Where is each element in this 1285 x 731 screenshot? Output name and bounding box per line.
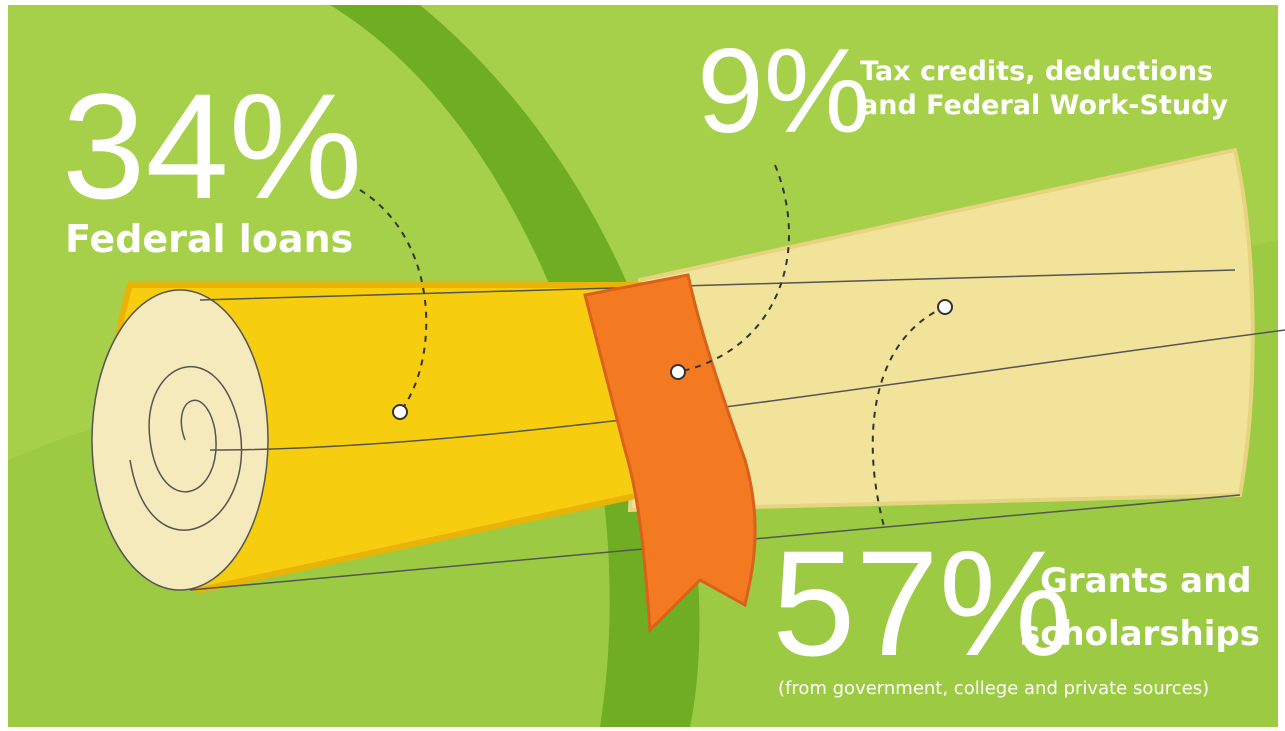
pointer-lines [359, 164, 946, 531]
label: Tax credits, deductions [860, 56, 1213, 87]
label: Federal loans [65, 217, 353, 261]
note: (from government, college and private so… [778, 678, 1209, 699]
percent: 34% [62, 62, 362, 230]
percent: 57% [772, 519, 1072, 687]
pointer-dots [392, 299, 953, 420]
percent: 9% [697, 24, 870, 158]
scroll-spiral [129, 366, 243, 531]
ribbon [583, 273, 757, 634]
label: and Federal Work-Study [860, 90, 1228, 121]
label: scholarships [1020, 614, 1260, 654]
scroll-end [91, 289, 269, 591]
label: Grants and [1040, 561, 1252, 601]
scroll-right [627, 147, 1255, 513]
